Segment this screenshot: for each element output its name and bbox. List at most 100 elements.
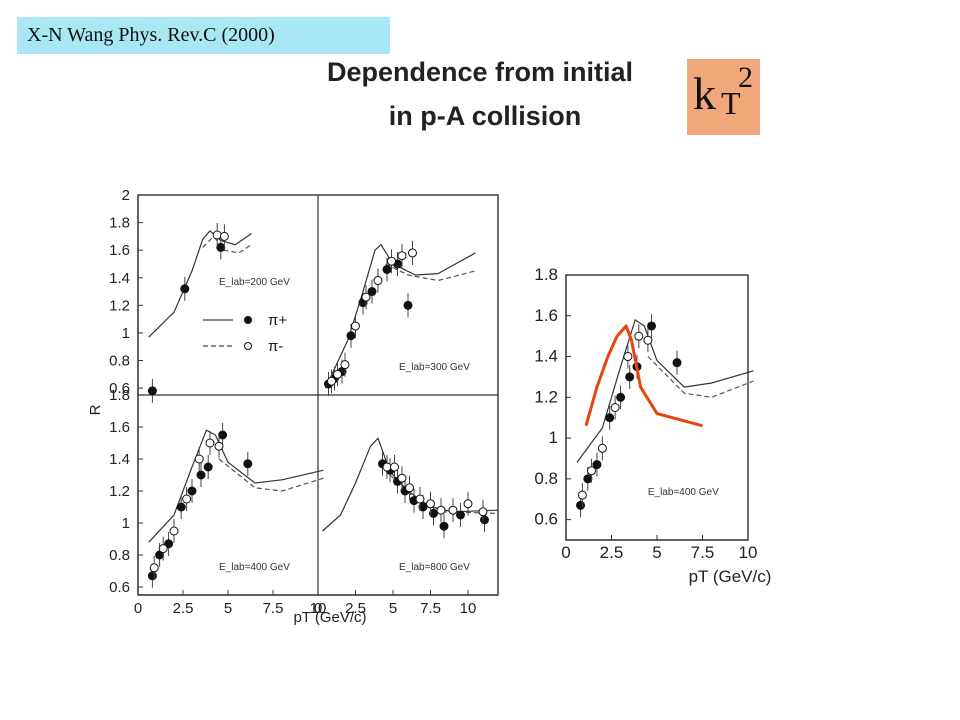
- theory-curve-dashed: [202, 235, 252, 254]
- x-tick-label: 10: [739, 543, 758, 562]
- data-point-pi-minus: [426, 499, 435, 509]
- legend-entry: π-: [268, 338, 283, 355]
- y-tick-label: 1.4: [109, 451, 130, 468]
- panel-right: 0.6 0.8 1 1.2 1.4 1.6 1.8 0 2.5 5 7.5 10 E_lab=400 G…: [534, 265, 771, 586]
- data-point-pi-minus: [448, 505, 458, 515]
- panel-left-top-left: 0.6 0.8 1 1.2 1.4 1.6 1.8 2 E_lab=200 GeV π+ π- R: [87, 187, 318, 415]
- data-point-pi-plus: [147, 571, 157, 581]
- data-point-pi-minus: [387, 256, 396, 266]
- data-point-pi-plus: [218, 430, 228, 440]
- data-point-pi-minus: [149, 563, 159, 573]
- x-tick-label: 7.5: [691, 543, 715, 562]
- y-tick-label: 1.6: [109, 242, 130, 259]
- data-point-pi-plus: [147, 386, 157, 396]
- y-tick-label: 1.8: [109, 387, 130, 404]
- data-point-pi-plus: [203, 462, 213, 472]
- x-tick-label: 10: [310, 600, 327, 617]
- kt-subscript: T: [721, 85, 741, 121]
- kt-symbol: k: [693, 68, 716, 119]
- y-tick-label: 0.6: [109, 380, 130, 397]
- data-point-pi-minus: [408, 248, 417, 258]
- kt-squared-box: k T 2: [687, 59, 760, 135]
- theory-curve-dashed: [647, 356, 754, 398]
- data-point-pi-plus: [187, 486, 197, 496]
- y-tick-label: 1: [122, 515, 130, 532]
- x-tick-label: 7.5: [263, 600, 284, 617]
- data-point-pi-plus: [616, 392, 626, 402]
- x-tick-label: 5: [389, 600, 397, 617]
- energy-annotation: E_lab=300 GeV: [399, 362, 470, 373]
- data-point-pi-minus: [405, 483, 414, 493]
- energy-annotation: E_lab=200 GeV: [219, 277, 290, 288]
- y-tick-label: 1.2: [109, 483, 130, 500]
- y-tick-label: 1.4: [534, 347, 558, 366]
- data-point-pi-minus: [597, 443, 607, 453]
- y-tick-label: 1.2: [534, 387, 558, 406]
- data-point-pi-plus: [403, 300, 413, 310]
- y-tick-label: 1.6: [109, 419, 130, 436]
- data-point-pi-minus: [463, 499, 473, 509]
- data-point-pi-plus: [576, 500, 586, 510]
- x-tick-label: 0: [314, 600, 322, 617]
- theory-curve-solid: [148, 230, 252, 338]
- y-tick-label: 1.2: [109, 297, 130, 314]
- data-point-pi-plus: [647, 321, 657, 331]
- data-point-pi-minus: [327, 376, 336, 386]
- x-tick-label: 0: [134, 600, 142, 617]
- right-figure-frame: [565, 274, 749, 541]
- y-axis-label: R: [87, 404, 104, 415]
- data-point-pi-minus: [397, 473, 407, 483]
- x-tick-label: 5: [652, 543, 661, 562]
- data-point-pi-minus: [610, 403, 620, 412]
- x-tick-label: 10: [460, 600, 477, 617]
- slide-title: Dependence from initial in p-A collision: [240, 50, 730, 138]
- panel-left-bottom-right: 0 2.5 5 7.5 10 E_lab=800 GeV pT (GeV/c): [293, 395, 499, 626]
- y-tick-label: 1.4: [109, 270, 130, 287]
- data-point-pi-minus: [643, 335, 653, 345]
- y-tick-label: 0.8: [109, 353, 130, 370]
- data-point-pi-plus: [382, 264, 392, 274]
- data-point-pi-minus: [194, 454, 204, 464]
- title-line-2: in p-A collision: [388, 101, 582, 131]
- x-tick-label: 0: [561, 543, 570, 562]
- legend-entry: π+: [268, 312, 287, 329]
- y-tick-label: 0.6: [109, 579, 130, 596]
- x-tick-label: 2.5: [173, 600, 194, 617]
- y-tick-label: 1.8: [109, 215, 130, 232]
- data-point-pi-minus: [415, 494, 425, 504]
- theory-curve-solid: [148, 429, 324, 543]
- y-tick-label: 1.6: [534, 306, 558, 325]
- x-tick-label: 2.5: [345, 600, 366, 617]
- data-point-pi-minus: [333, 369, 342, 379]
- energy-annotation: E_lab=400 GeV: [219, 562, 290, 573]
- data-point-pi-plus: [216, 242, 226, 252]
- x-axis-label: pT (GeV/c): [689, 567, 772, 586]
- data-point-pi-minus: [169, 526, 179, 536]
- data-point-pi-minus: [634, 331, 644, 341]
- data-point-pi-minus: [361, 292, 371, 302]
- data-point-pi-plus: [367, 287, 377, 297]
- data-point-pi-minus: [382, 462, 392, 472]
- theory-curve-dashed: [218, 458, 324, 492]
- data-point-pi-minus: [214, 441, 224, 451]
- y-tick-label: 0.8: [534, 469, 558, 488]
- data-point-pi-plus: [418, 502, 428, 512]
- data-point-pi-plus: [180, 284, 190, 294]
- citation-label: X-N Wang Phys. Rev.C (2000): [17, 17, 390, 54]
- data-point-pi-plus: [583, 474, 593, 484]
- data-point-pi-minus: [586, 466, 596, 476]
- data-point-pi-minus: [205, 438, 215, 448]
- data-point-pi-minus: [351, 321, 360, 331]
- y-tick-label: 1: [122, 325, 130, 342]
- data-point-pi-plus: [196, 470, 206, 480]
- theory-curve-solid: [576, 318, 754, 463]
- panel-left-top-right: E_lab=300 GeV: [317, 195, 498, 396]
- data-point-pi-minus: [340, 360, 350, 370]
- data-point-pi-plus: [625, 372, 635, 382]
- data-point-pi-minus: [373, 276, 383, 286]
- data-point-pi-plus: [243, 459, 253, 469]
- theory-curve-dashed: [385, 263, 476, 282]
- data-point-pi-minus: [390, 462, 399, 472]
- data-point-pi-plus: [429, 508, 438, 518]
- data-point-pi-plus: [605, 413, 615, 423]
